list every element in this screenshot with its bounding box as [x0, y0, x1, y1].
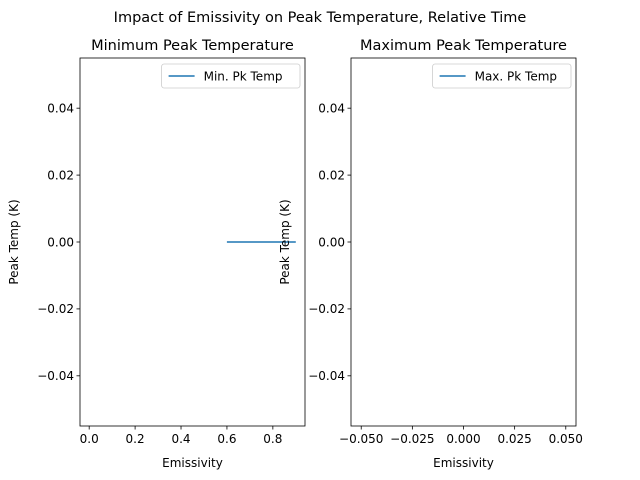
right-legend-frame — [432, 63, 572, 89]
right-ytick-label: 0.04 — [318, 101, 345, 115]
left-yaxis-label: Peak Temp (K) — [7, 199, 21, 284]
left-xtick-label: 0.2 — [126, 432, 145, 446]
right-legend-label: Max. Pk Temp — [475, 70, 557, 84]
right-yaxis-label: Peak Temp (K) — [278, 199, 292, 284]
plots-container: Minimum Peak Temperature 0.0 0.2 0.4 0.6 0.8 0… — [7, 38, 583, 470]
right-xtick-label: 0.000 — [446, 432, 480, 446]
right-subplot: Maximum Peak Temperature −0.050 −0.025 0.00… — [278, 38, 583, 470]
left-ytick-label: −0.02 — [37, 302, 74, 316]
left-subplot-title: Minimum Peak Temperature — [91, 38, 294, 54]
right-xtick-label: 0.050 — [549, 432, 583, 446]
left-xtick-label: 0.6 — [217, 432, 236, 446]
right-xaxis-label: Emissivity — [433, 456, 494, 470]
left-ytick-label: 0.02 — [47, 168, 74, 182]
figure-suptitle: Impact of Emissivity on Peak Temperature… — [114, 10, 527, 26]
right-ytick-label: 0.02 — [318, 168, 345, 182]
left-xtick-label: 0.0 — [80, 432, 99, 446]
right-xtick-label: −0.050 — [339, 432, 383, 446]
left-ytick-label: −0.04 — [37, 369, 74, 383]
right-ytick-label: −0.04 — [308, 369, 345, 383]
right-legend: Max. Pk Temp — [432, 63, 572, 89]
right-subplot-title: Maximum Peak Temperature — [360, 38, 567, 54]
right-xtick-label: 0.025 — [497, 432, 531, 446]
right-xtick-label: −0.025 — [390, 432, 434, 446]
right-ytick-label: 0.00 — [318, 235, 345, 249]
left-legend-frame — [161, 63, 301, 89]
left-subplot: Minimum Peak Temperature 0.0 0.2 0.4 0.6 0.8 0… — [7, 38, 306, 470]
left-ytick-label: 0.04 — [47, 101, 74, 115]
left-ytick-label: 0.00 — [47, 235, 74, 249]
left-legend-label: Min. Pk Temp — [204, 70, 283, 84]
left-xtick-label: 0.8 — [263, 432, 282, 446]
right-ytick-label: −0.02 — [308, 302, 345, 316]
left-xaxis-label: Emissivity — [162, 456, 223, 470]
left-legend: Min. Pk Temp — [161, 63, 301, 89]
left-xtick-label: 0.4 — [171, 432, 190, 446]
